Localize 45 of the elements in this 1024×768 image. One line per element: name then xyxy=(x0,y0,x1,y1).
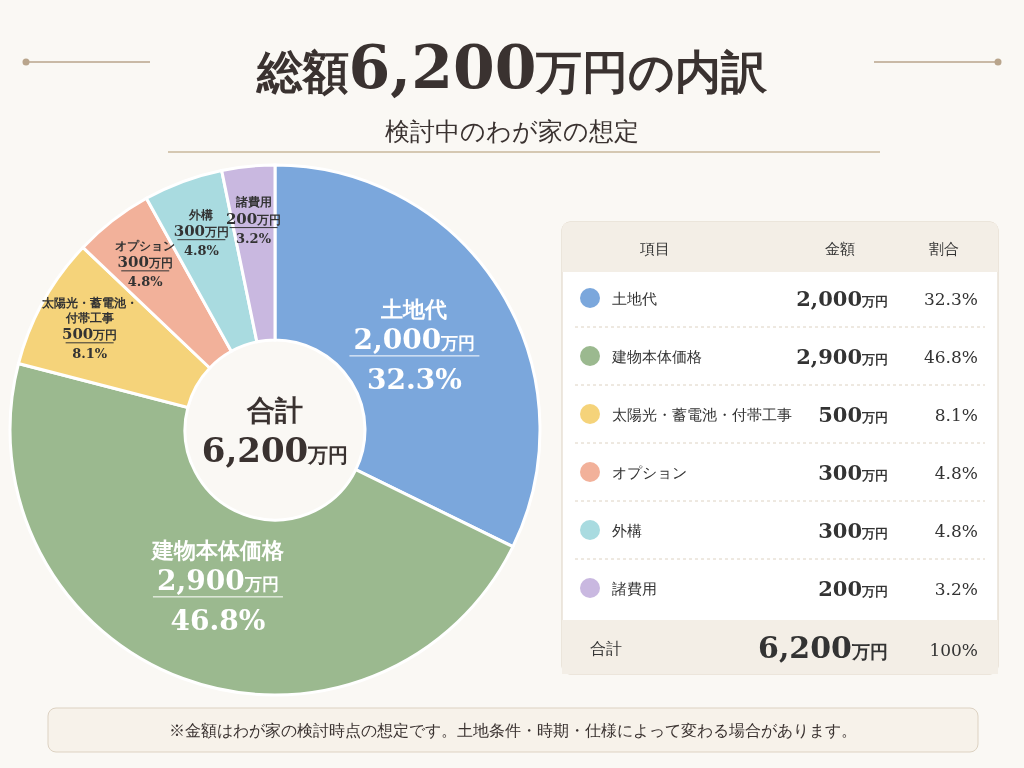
category-label: 外構 xyxy=(612,522,642,540)
chart-subtitle: 検討中のわが家の想定 xyxy=(385,117,639,146)
text: 合計 xyxy=(590,639,622,658)
text: 合計 xyxy=(246,394,303,427)
text: 32.3% xyxy=(367,363,462,397)
text: 100% xyxy=(929,640,978,660)
text: 2,900万円 xyxy=(796,344,888,369)
slice-label: 外構 xyxy=(188,207,214,222)
data-label: 300万円 xyxy=(117,253,173,272)
slice-label: 太陽光・蓄電池・付帯工事 xyxy=(40,296,138,325)
chart-title: 総額6,200万円の内訳 xyxy=(254,32,769,102)
slice-label: オプション xyxy=(115,238,176,253)
slice-label: 建物本体価格 xyxy=(149,536,285,563)
text: 8.1% xyxy=(72,346,108,362)
category-label: 土地代 xyxy=(612,290,657,308)
text: ※金額はわが家の検討時点の想定です。土地条件・時期・仕様によって変わる場合があります。 xyxy=(169,721,857,740)
text: 46.8% xyxy=(170,604,266,638)
text: 200万円 xyxy=(818,576,888,601)
text: 6,200万円 xyxy=(758,630,888,665)
category-label: オプション xyxy=(612,464,687,482)
text: 500万円 xyxy=(818,402,888,427)
text: 46.8% xyxy=(923,347,978,367)
text: 4.8% xyxy=(934,521,978,541)
text: 3.2% xyxy=(934,579,978,599)
slice-label: 土地代 xyxy=(380,295,448,322)
data-label: 500万円 xyxy=(61,325,118,344)
data-label: 2,900万円 xyxy=(157,563,279,597)
text: 8.1% xyxy=(934,405,978,425)
category-label: 太陽光・蓄電池・付帯工事 xyxy=(612,406,792,424)
data-label: 2,000万円 xyxy=(353,322,476,356)
text: 300万円 xyxy=(818,460,888,485)
text: 32.3% xyxy=(923,289,978,309)
text: 4.8% xyxy=(127,274,163,290)
text: 2,000万円 xyxy=(796,286,888,311)
text: 項目 xyxy=(639,240,670,258)
text: 4.8% xyxy=(934,463,978,483)
text: 割合 xyxy=(929,240,959,258)
text: 6,200万円 xyxy=(201,430,349,470)
text: 金額 xyxy=(825,240,855,258)
text: 3.2% xyxy=(236,231,272,247)
slice-label: 諸費用 xyxy=(234,195,272,210)
category-label: 諸費用 xyxy=(612,580,657,598)
text: 300万円 xyxy=(818,518,888,543)
text: 4.8% xyxy=(183,243,219,259)
category-label: 建物本体価格 xyxy=(611,348,702,366)
